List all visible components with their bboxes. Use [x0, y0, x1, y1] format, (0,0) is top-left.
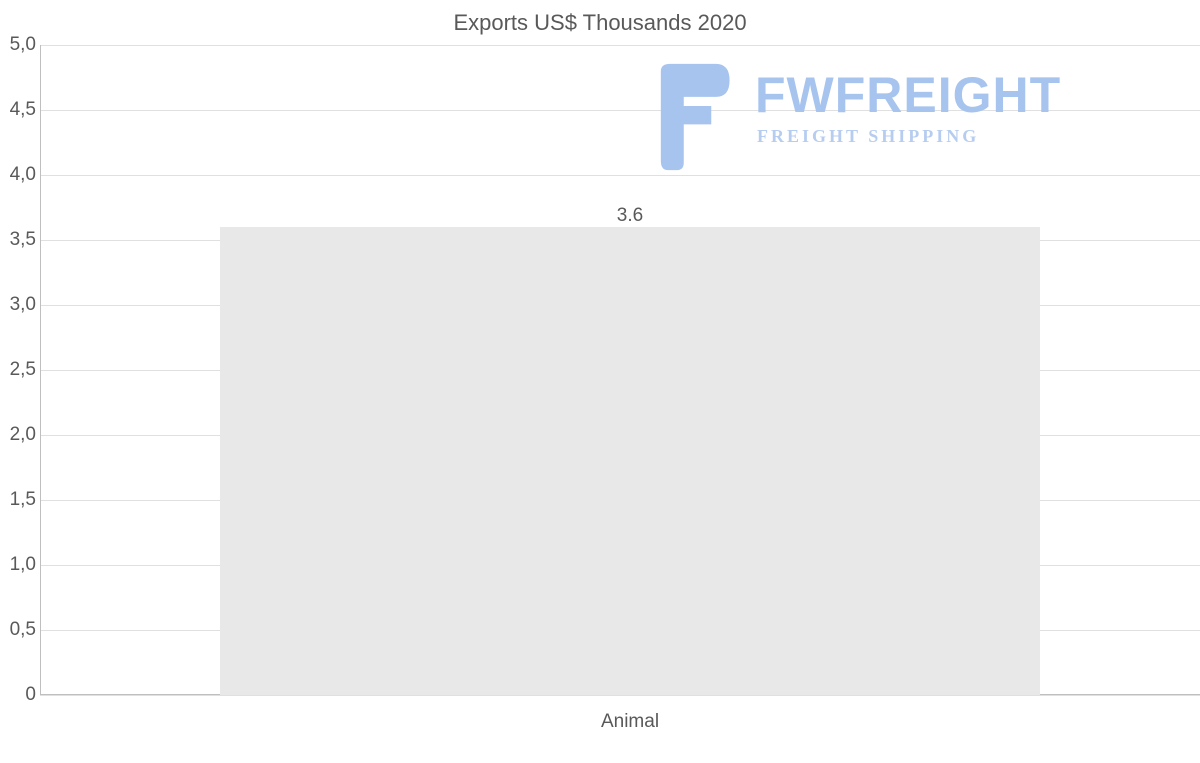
y-axis-label-5.0: 5,0	[2, 34, 36, 56]
y-axis-label-0.5: 0,5	[2, 619, 36, 641]
y-axis-label-1.0: 1,0	[2, 554, 36, 576]
bar-value-label-animal: 3.6	[617, 205, 643, 227]
y-axis-label-3.0: 3,0	[2, 294, 36, 316]
gridline-4.5	[40, 110, 1200, 111]
plot-area: 5,0 4,5 4,0 3,5 3,0 2,5 2,0 1,5 1,0 0,5 …	[40, 45, 1200, 695]
gridline-0	[40, 695, 1200, 696]
y-axis-label-1.5: 1,5	[2, 489, 36, 511]
y-axis-line	[40, 45, 41, 695]
chart-title: Exports US$ Thousands 2020	[0, 10, 1200, 36]
y-axis-label-2.5: 2,5	[2, 359, 36, 381]
chart-container: Exports US$ Thousands 2020 5,0 4,5 4,0 3…	[0, 0, 1200, 763]
y-axis-label-2.0: 2,0	[2, 424, 36, 446]
gridline-4.0	[40, 175, 1200, 176]
y-axis-label-4.0: 4,0	[2, 164, 36, 186]
gridline-5.0	[40, 45, 1200, 46]
y-axis-label-3.5: 3,5	[2, 229, 36, 251]
y-axis-label-4.5: 4,5	[2, 99, 36, 121]
x-axis-category-animal: Animal	[601, 711, 659, 733]
y-axis-label-0: 0	[2, 684, 36, 706]
bar-animal[interactable]	[220, 227, 1040, 695]
